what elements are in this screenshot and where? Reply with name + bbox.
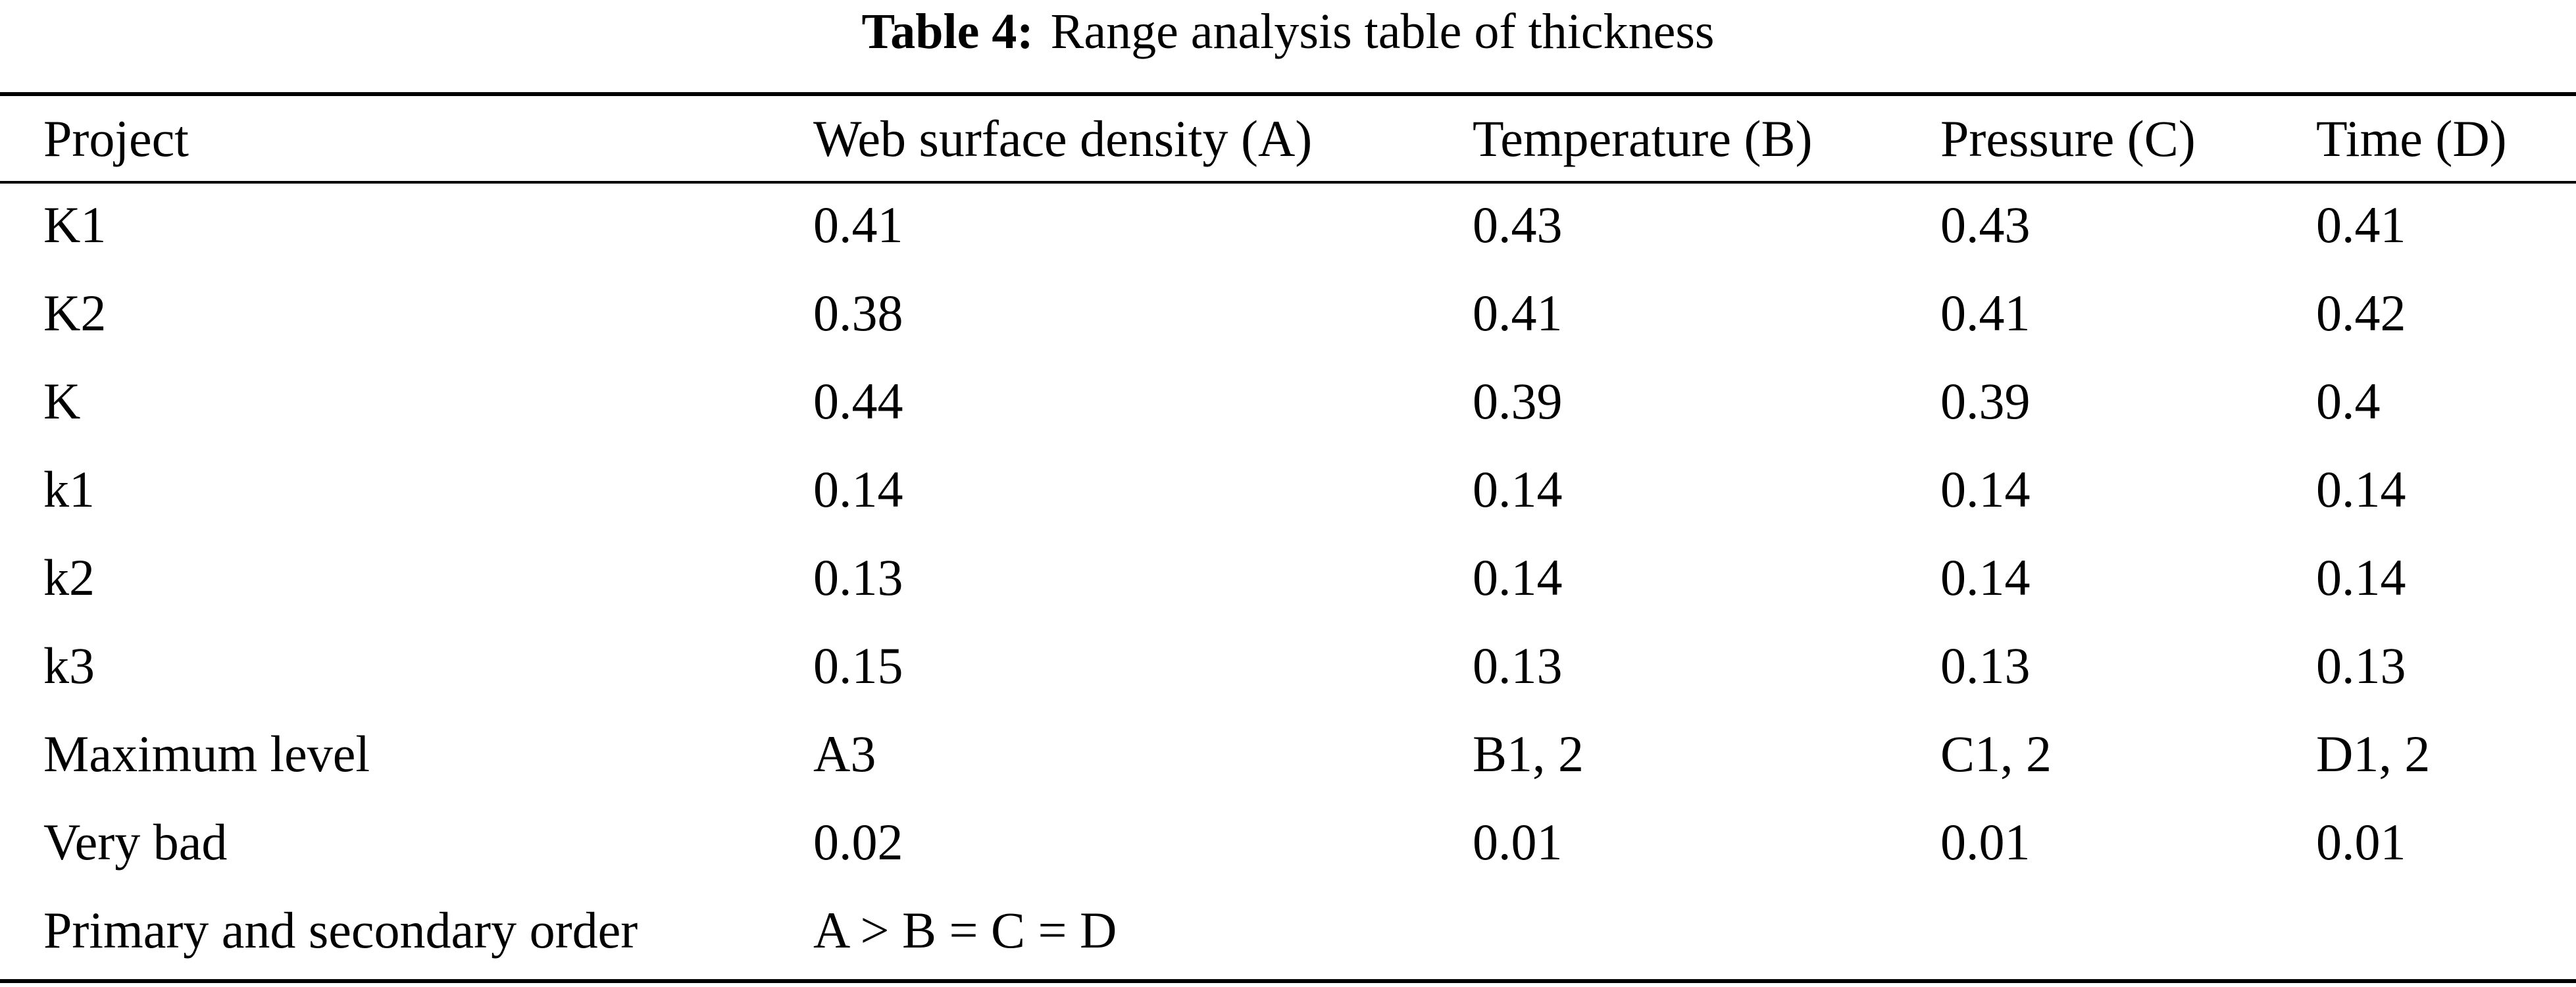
table-cell: B1, 2: [1473, 725, 1584, 782]
table-row: K2 0.38 0.41 0.41 0.42: [0, 269, 2576, 357]
table-row: Primary and secondary order A > B = C = …: [0, 886, 2576, 974]
row-label-cell: Maximum level: [43, 725, 370, 782]
table-bottom-rule: [0, 979, 2576, 983]
caption-label: Table 4:: [861, 4, 1034, 59]
caption-title: Range analysis table of thickness: [1050, 4, 1715, 59]
table-cell: 0.41: [1940, 284, 2031, 342]
table-cell: 0.13: [813, 549, 903, 606]
row-label-cell: K: [43, 372, 81, 430]
row-label-cell: K2: [43, 284, 107, 342]
table-cell: 0.44: [813, 372, 903, 430]
table-row: k1 0.14 0.14 0.14 0.14: [0, 445, 2576, 534]
table-row: k2 0.13 0.14 0.14 0.14: [0, 534, 2576, 622]
table-cell: 0.13: [2316, 637, 2406, 694]
table-cell: 0.14: [813, 461, 903, 518]
table-header-rule: [0, 181, 2576, 184]
table-cell: 0.41: [813, 196, 903, 253]
table-cell: 0.14: [2316, 549, 2406, 606]
table-caption: Table 4: Range analysis table of thicknes…: [0, 0, 2576, 63]
column-header-web-surface-density: Web surface density (A): [813, 109, 1313, 167]
table-cell: 0.01: [1473, 813, 1563, 871]
table-top-rule: [0, 92, 2576, 96]
table-cell: C1, 2: [1940, 725, 2052, 782]
table-cell: 0.38: [813, 284, 903, 342]
table-cell: 0.13: [1473, 637, 1563, 694]
column-header-time: Time (D): [2316, 109, 2507, 167]
table-row: K1 0.41 0.43 0.43 0.41: [0, 181, 2576, 269]
table-cell: 0.14: [2316, 461, 2406, 518]
table-cell: 0.39: [1473, 372, 1563, 430]
row-label-cell: K1: [43, 196, 107, 253]
row-label-cell: k1: [43, 461, 95, 518]
table-cell: 0.15: [813, 637, 903, 694]
table-header-row: Project Web surface density (A) Temperat…: [0, 96, 2576, 181]
table-cell: 0.42: [2316, 284, 2406, 342]
table-cell: 0.01: [2316, 813, 2406, 871]
table-cell: A3: [813, 725, 876, 782]
row-label-cell: Very bad: [43, 813, 228, 871]
table-row: K 0.44 0.39 0.39 0.4: [0, 357, 2576, 445]
table-cell: 0.14: [1473, 549, 1563, 606]
table-cell: 0.43: [1940, 196, 2031, 253]
range-analysis-table: Project Web surface density (A) Temperat…: [0, 96, 2576, 974]
table-cell: 0.01: [1940, 813, 2031, 871]
table-cell: 0.14: [1940, 549, 2031, 606]
table-cell: 0.43: [1473, 196, 1563, 253]
table-cell: 0.13: [1940, 637, 2031, 694]
table-cell: 0.14: [1473, 461, 1563, 518]
row-label-cell: Primary and secondary order: [43, 901, 638, 959]
table-cell: 0.39: [1940, 372, 2031, 430]
row-label-cell: k3: [43, 637, 95, 694]
row-label-cell: k2: [43, 549, 95, 606]
table-cell: A > B = C = D: [813, 901, 1117, 959]
column-header-temperature: Temperature (B): [1473, 109, 1813, 167]
table-row: Maximum level A3 B1, 2 C1, 2 D1, 2: [0, 710, 2576, 798]
table-cell: 0.4: [2316, 372, 2381, 430]
table-cell: D1, 2: [2316, 725, 2431, 782]
table-row: Very bad 0.02 0.01 0.01 0.01: [0, 798, 2576, 886]
table-cell: 0.41: [1473, 284, 1563, 342]
table-row: k3 0.15 0.13 0.13 0.13: [0, 622, 2576, 710]
column-header-pressure: Pressure (C): [1940, 109, 2196, 167]
column-header-project: Project: [43, 109, 189, 167]
table-cell: 0.02: [813, 813, 903, 871]
table-cell: 0.41: [2316, 196, 2406, 253]
table-cell: 0.14: [1940, 461, 2031, 518]
